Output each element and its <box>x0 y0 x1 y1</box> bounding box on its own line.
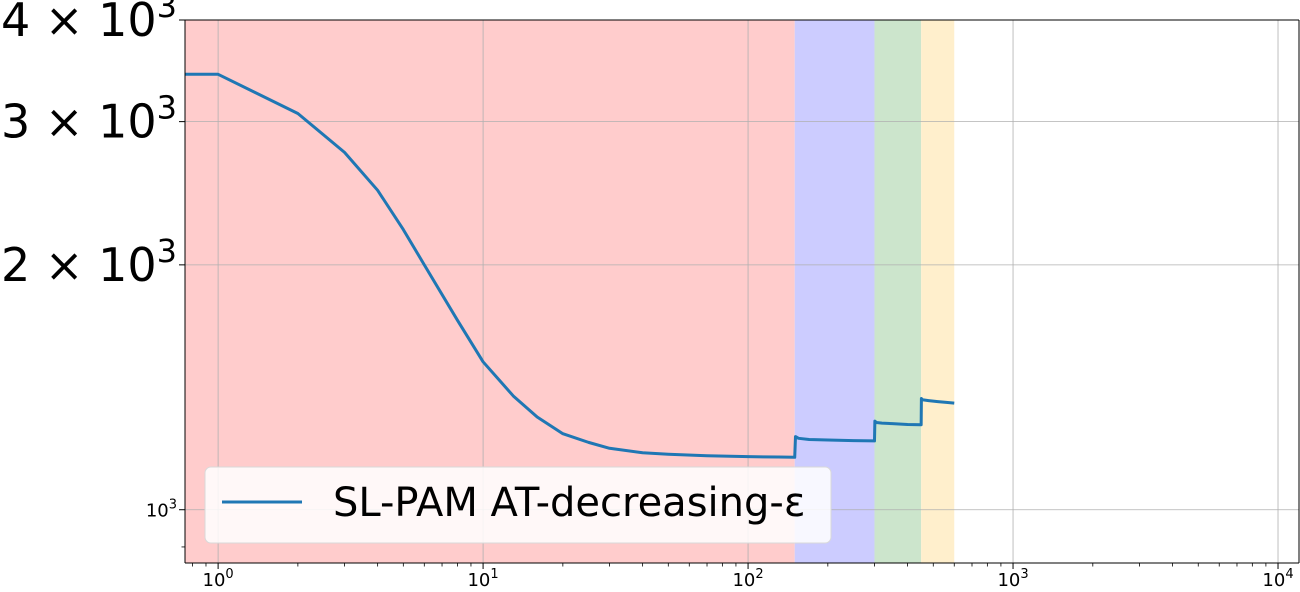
legend-box <box>204 466 832 544</box>
axes <box>179 19 1300 569</box>
x-tick-label: 103 <box>997 567 1028 591</box>
series-line-1 <box>185 72 955 459</box>
y-tick-label: 103 <box>146 498 177 522</box>
y-tick-label: 4 × 103 <box>1 0 177 47</box>
y-tick-label: 3 × 103 <box>1 89 177 149</box>
legend: SL-PAM AT-decreasing-ε <box>204 466 832 544</box>
y-tick-label: 2 × 103 <box>1 232 177 292</box>
x-tick-label: 100 <box>203 567 234 591</box>
x-tick-label: 102 <box>732 567 763 591</box>
shaded-region-3 <box>874 20 922 563</box>
series-layer <box>185 72 955 459</box>
shaded-region-4 <box>921 20 955 563</box>
x-tick-label: 101 <box>467 567 498 591</box>
x-tick-label: 104 <box>1262 567 1293 591</box>
legend-label: SL-PAM AT-decreasing-ε <box>333 480 805 526</box>
